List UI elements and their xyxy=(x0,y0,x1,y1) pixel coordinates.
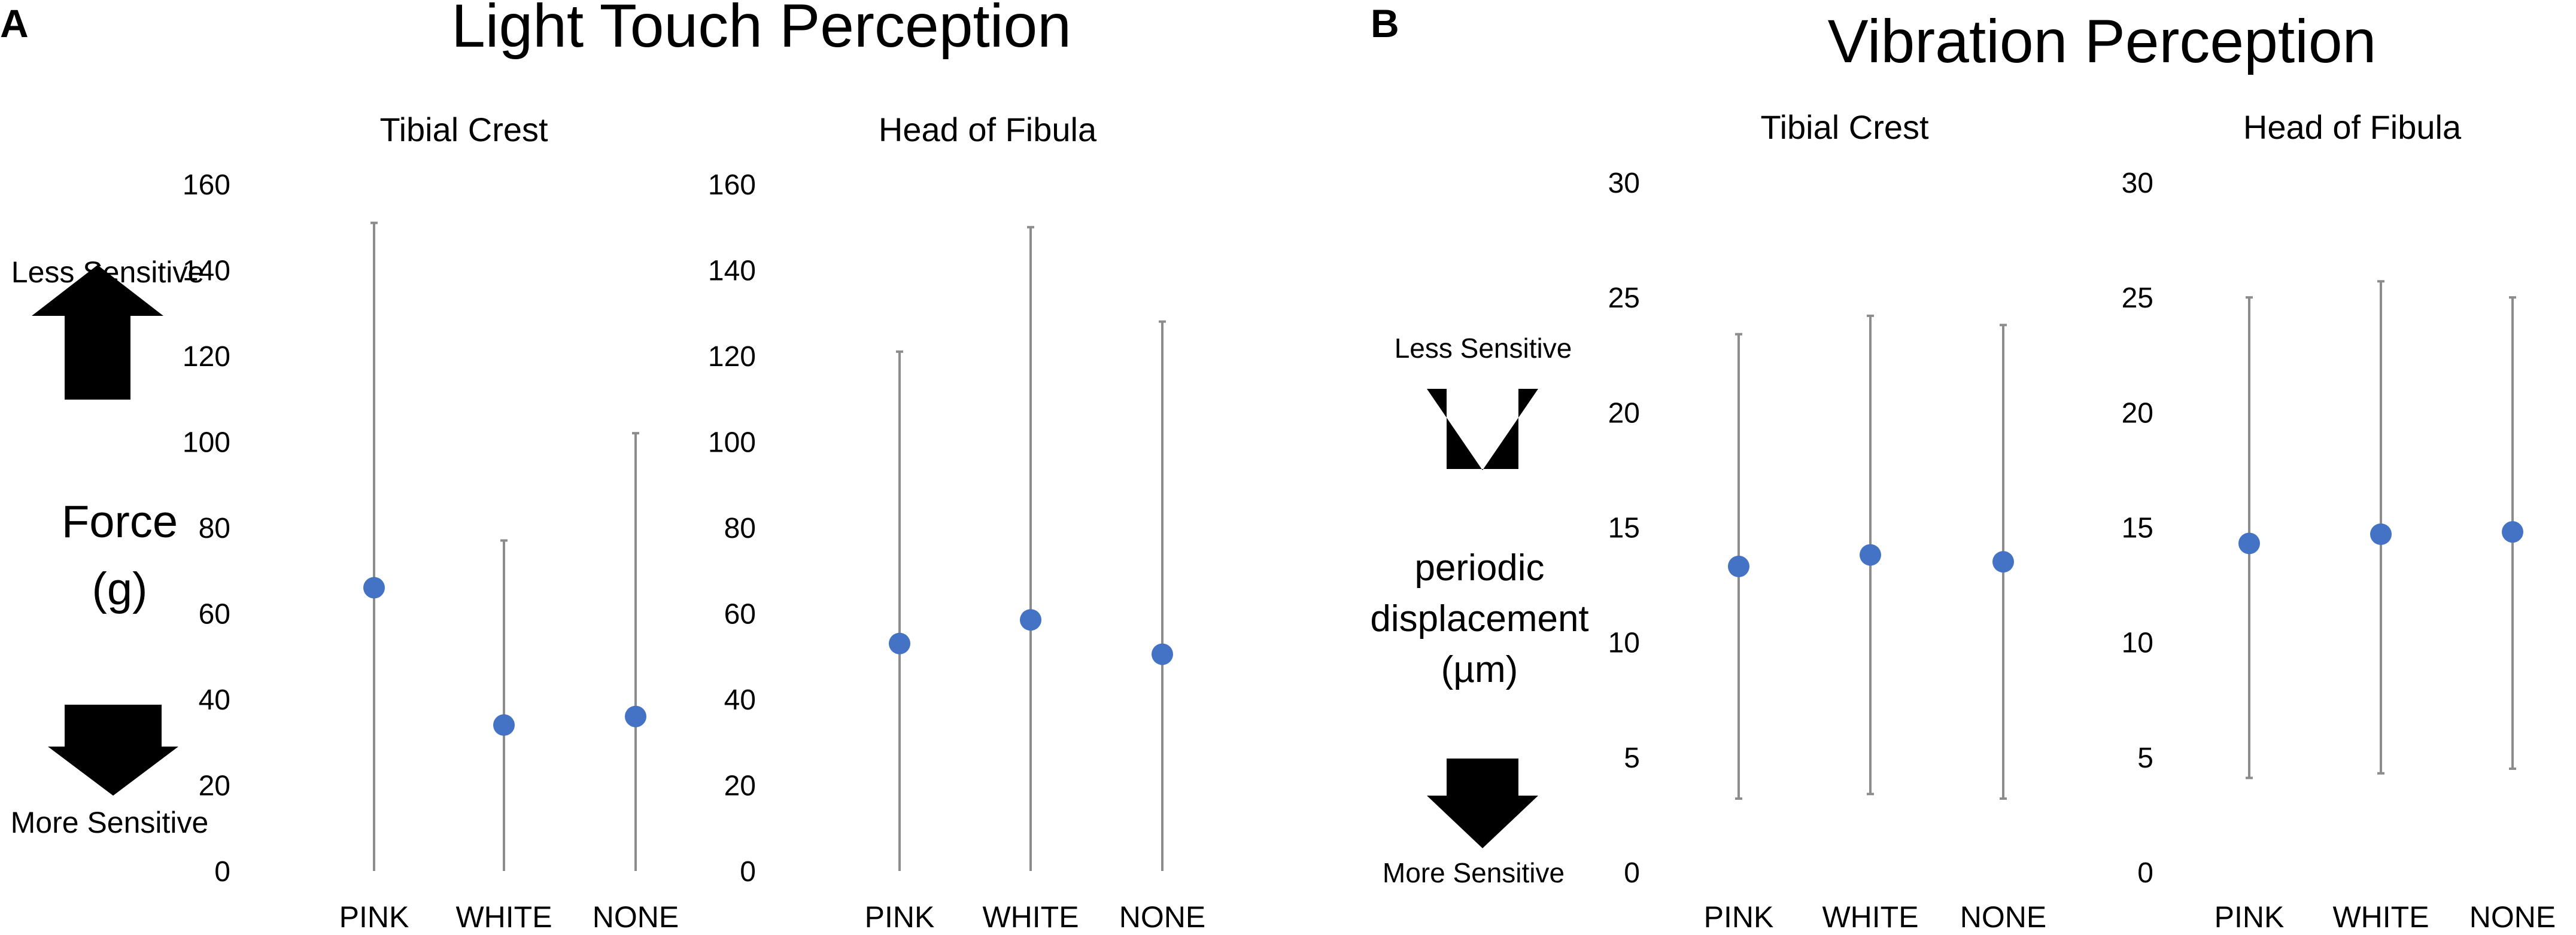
y-tick-label: 80 xyxy=(199,513,230,544)
up-arrow-icon xyxy=(32,265,163,400)
y-tick-label: 20 xyxy=(724,770,756,802)
y-tick-label: 20 xyxy=(1608,397,1640,429)
chart-title: Tibial Crest xyxy=(379,111,548,148)
category-label: WHITE xyxy=(455,900,552,934)
category-label: NONE xyxy=(1960,900,2046,934)
chart-title: Head of Fibula xyxy=(2243,108,2462,146)
y-tick-label: 120 xyxy=(708,341,756,373)
y-tick-label: 5 xyxy=(2137,742,2153,774)
y-tick-label: 10 xyxy=(1608,628,1640,659)
category-label: WHITE xyxy=(2332,900,2429,934)
y-tick-label: 10 xyxy=(2122,628,2153,659)
y-tick-label: 5 xyxy=(1624,742,1640,774)
data-point xyxy=(2238,532,2260,555)
data-point xyxy=(2502,521,2523,543)
y-tick-label: 15 xyxy=(1608,513,1640,544)
y-tick-label: 100 xyxy=(708,427,756,459)
y-tick-label: 60 xyxy=(199,599,230,631)
data-point xyxy=(1152,643,1173,665)
y-tick-label: 0 xyxy=(2137,857,2153,889)
y-tick-label: 30 xyxy=(2122,167,2153,199)
category-label: PINK xyxy=(865,900,935,934)
category-label: PINK xyxy=(1704,900,1774,934)
category-label: PINK xyxy=(2214,900,2285,934)
data-point xyxy=(889,632,910,654)
data-point xyxy=(2370,523,2392,546)
data-point xyxy=(1992,551,2014,573)
quantity-label-force-unit: (g) xyxy=(92,564,148,614)
quantity-label-displacement-2: displacement xyxy=(1370,598,1588,639)
category-label: WHITE xyxy=(1822,900,1918,934)
category-label: PINK xyxy=(339,900,409,934)
down-arrow-icon xyxy=(48,705,178,796)
y-tick-label: 40 xyxy=(724,684,756,716)
y-tick-label: 100 xyxy=(183,427,230,459)
chart-light-touch-tibial-crest: Tibial Crest 0 20 40 60 80 100 120 140 160 PINK WHI… xyxy=(183,111,679,934)
panel-letter-b: B xyxy=(1371,1,1399,45)
data-point xyxy=(1020,609,1041,631)
y-tick-label: 20 xyxy=(199,770,230,802)
chart-vibration-tibial-crest: Tibial Crest 0 5 10 15 20 25 30 PINK WHITE NONE xyxy=(1608,108,2047,934)
y-tick-label: 20 xyxy=(2122,397,2153,429)
category-label: NONE xyxy=(2469,900,2556,934)
panel-letter-a: A xyxy=(0,1,29,45)
y-tick-label: 0 xyxy=(740,856,756,888)
y-tick-label: 25 xyxy=(2122,282,2153,314)
chart-vibration-head-of-fibula: Head of Fibula 0 5 10 15 20 25 30 PINK WHITE NONE xyxy=(2122,108,2556,934)
y-tick-label: 15 xyxy=(2122,513,2153,544)
chart-title: Tibial Crest xyxy=(1760,108,1929,146)
y-tick-label: 60 xyxy=(724,599,756,631)
quantity-label-displacement-1: periodic xyxy=(1414,547,1544,589)
y-tick-label: 160 xyxy=(183,169,230,201)
y-tick-label: 30 xyxy=(1608,167,1640,199)
more-sensitive-label-b: More Sensitive xyxy=(1383,857,1565,888)
data-point xyxy=(493,714,515,736)
panel-title-light-touch: Light Touch Perception xyxy=(451,0,1071,60)
y-tick-label: 0 xyxy=(214,856,230,888)
up-arrow-icon xyxy=(1427,389,1538,470)
y-tick-label: 140 xyxy=(708,255,756,287)
data-point xyxy=(1728,555,1749,577)
data-point xyxy=(625,705,646,727)
chart-light-touch-head-of-fibula: Head of Fibula 0 20 40 60 80 100 120 140 160 PINK W… xyxy=(708,111,1205,934)
y-tick-label: 140 xyxy=(183,255,230,287)
category-label: WHITE xyxy=(982,900,1079,934)
panel-title-vibration: Vibration Perception xyxy=(1828,7,2377,75)
data-point xyxy=(363,577,385,599)
down-arrow-icon xyxy=(1427,759,1538,848)
y-tick-label: 160 xyxy=(708,169,756,201)
y-tick-label: 0 xyxy=(1624,857,1640,889)
y-tick-label: 80 xyxy=(724,513,756,544)
chart-title: Head of Fibula xyxy=(879,111,1097,148)
quantity-label-force: Force xyxy=(62,497,178,547)
data-point xyxy=(1860,544,1881,566)
quantity-label-displacement-unit: (µm) xyxy=(1441,649,1518,690)
y-tick-label: 40 xyxy=(199,684,230,716)
category-label: NONE xyxy=(1119,900,1205,934)
less-sensitive-label-b: Less Sensitive xyxy=(1395,333,1572,364)
category-label: NONE xyxy=(593,900,679,934)
y-tick-label: 25 xyxy=(1608,282,1640,314)
y-tick-label: 120 xyxy=(183,341,230,373)
more-sensitive-label-a: More Sensitive xyxy=(11,806,209,839)
